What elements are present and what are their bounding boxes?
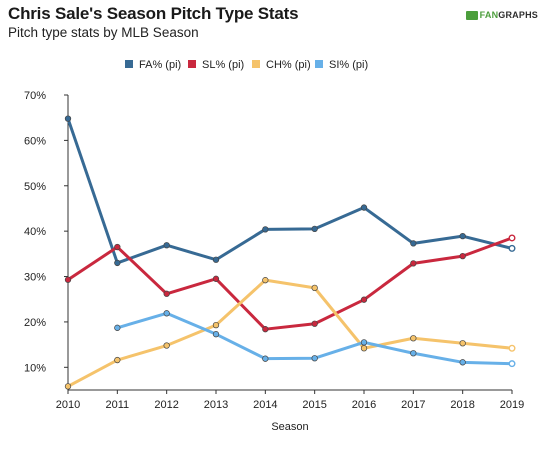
legend-swatch (315, 60, 323, 68)
series-line (66, 278, 514, 388)
series-line (66, 236, 514, 331)
x-tick-label: 2011 (106, 399, 130, 411)
y-tick-label: 50% (24, 181, 46, 193)
series-point (64, 383, 72, 390)
y-tick-label: 60% (24, 135, 46, 147)
series-point (459, 359, 466, 366)
series-point (311, 355, 318, 362)
fangraphs-logo-icon (465, 10, 478, 20)
legend-swatch (125, 60, 133, 68)
series-point (508, 360, 516, 368)
series-point (311, 225, 318, 233)
series-point (212, 275, 220, 282)
series-point (410, 350, 417, 357)
series-point (508, 234, 516, 242)
series-point (360, 339, 368, 346)
y-tick-label: 30% (24, 272, 46, 284)
series-point (311, 320, 318, 327)
y-tick-label: 70% (24, 90, 46, 102)
x-tick-label: 2015 (302, 399, 326, 411)
series-point (212, 321, 220, 329)
series-point (212, 256, 220, 263)
series-point (360, 296, 368, 303)
legend-label: CH% (pi) (266, 59, 311, 71)
logo-text-accent: FAN (479, 10, 499, 20)
x-tick-label: 2013 (204, 399, 228, 411)
series-point (410, 335, 417, 342)
x-tick-label: 2010 (56, 399, 80, 411)
x-tick-label: 2017 (401, 399, 425, 411)
x-tick-label: 2016 (352, 399, 376, 411)
series-point (262, 355, 269, 362)
series-point (508, 244, 516, 252)
series-point (114, 259, 121, 267)
series-point (410, 240, 417, 247)
series-point (163, 242, 170, 249)
legend-label: SI% (pi) (329, 59, 368, 71)
x-tick-label: 2012 (154, 399, 178, 411)
series-point (459, 232, 466, 240)
legend-label: FA% (pi) (139, 59, 181, 71)
series-point (64, 115, 72, 122)
x-tick-label: 2019 (500, 399, 524, 411)
x-tick-label: 2018 (450, 399, 474, 411)
series-point (262, 326, 269, 333)
legend-swatch (188, 60, 196, 68)
series-line (66, 117, 514, 265)
series-point (163, 290, 170, 297)
y-tick-label: 10% (24, 362, 46, 374)
series-point (360, 204, 368, 211)
logo-text-rest: GRAPHS (498, 10, 538, 20)
chart-title: Chris Sale's Season Pitch Type Stats (8, 4, 299, 23)
series-point (459, 340, 466, 347)
fangraphs-logo-text: FANGRAPHS (480, 10, 538, 20)
x-axis-title: Season (271, 421, 308, 433)
series-point (459, 252, 466, 260)
series-point (311, 284, 318, 292)
series-point (114, 356, 121, 364)
series-point (114, 243, 121, 251)
legend-label: SL% (pi) (202, 59, 244, 71)
y-tick-label: 40% (24, 226, 46, 238)
fangraphs-logo: FANGRAPHS (465, 10, 538, 20)
x-tick-label: 2014 (253, 399, 277, 411)
series-point (360, 345, 368, 352)
series-point (262, 277, 269, 284)
y-tick-label: 20% (24, 317, 46, 329)
series-point (114, 324, 121, 331)
legend-swatch (252, 60, 260, 68)
series-point (163, 310, 170, 317)
series-point (64, 276, 72, 283)
series-point (212, 331, 220, 338)
series-point (508, 344, 516, 352)
series-point (163, 342, 170, 349)
chart-subtitle: Pitch type stats by MLB Season (8, 25, 199, 40)
series-point (410, 260, 417, 267)
series-point (262, 226, 269, 233)
